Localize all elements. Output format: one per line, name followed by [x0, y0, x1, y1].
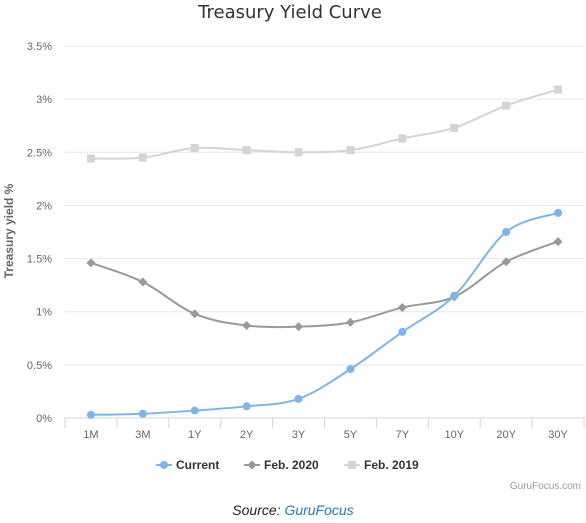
data-point — [86, 258, 96, 268]
y-tick-label: 2.5% — [27, 147, 52, 159]
x-tick-label: 3Y — [292, 429, 306, 441]
data-point — [138, 153, 147, 162]
data-point — [398, 327, 407, 336]
data-point — [450, 291, 459, 300]
legend-marker — [247, 460, 257, 470]
y-tick-label: 0.5% — [27, 360, 52, 372]
data-point — [138, 409, 147, 418]
legend-marker — [160, 461, 168, 469]
data-point — [346, 365, 355, 374]
legend-label: Feb. 2019 — [364, 458, 419, 472]
x-tick-label: 7Y — [396, 429, 410, 441]
data-point — [242, 321, 252, 331]
data-point — [86, 154, 95, 163]
legend-item: Feb. 2019 — [344, 458, 419, 472]
series-feb-2020 — [86, 237, 563, 332]
data-point — [242, 146, 251, 155]
data-point — [345, 317, 355, 327]
data-point — [553, 237, 563, 247]
source-caption: Source: GuruFocus — [0, 502, 586, 518]
series-line — [90, 211, 559, 416]
legend-marker — [348, 461, 356, 469]
data-point — [190, 309, 200, 319]
data-point — [502, 228, 511, 236]
y-tick-label: 1.5% — [27, 254, 52, 266]
data-point — [242, 402, 251, 411]
y-tick-label: 3% — [36, 94, 52, 106]
credits-label: GuruFocus.com — [510, 481, 581, 492]
source-prefix: Source: — [232, 502, 281, 518]
data-point — [554, 208, 563, 217]
series-feb-2019 — [86, 85, 563, 163]
series-lines — [86, 85, 563, 419]
data-point — [190, 406, 199, 415]
y-tick-label: 1% — [36, 307, 52, 319]
y-tick-label: 0% — [36, 413, 52, 425]
chart-title: Treasury Yield Curve — [197, 2, 382, 23]
data-point — [294, 322, 304, 332]
x-tick-label: 3M — [135, 429, 150, 441]
x-tick-label: 20Y — [496, 429, 516, 441]
legend-label: Feb. 2020 — [264, 458, 319, 472]
source-link[interactable]: GuruFocus — [284, 502, 354, 518]
x-tick-label: 1Y — [188, 429, 202, 441]
data-point — [501, 257, 511, 267]
y-tick-label: 2% — [36, 200, 52, 212]
y-tick-label: 3.5% — [27, 41, 52, 53]
data-point — [190, 144, 199, 153]
legend-item: Feb. 2020 — [244, 458, 319, 472]
legend: Current Feb. 2020 Feb. 2019 — [156, 458, 419, 472]
axes: 0% 0.5% 1% 1.5% 2% 2.5% 3% 3.5% 1M 3M 1Y 2Y 3Y 5Y 7Y 10… — [27, 41, 585, 441]
x-tick-label: 1M — [83, 429, 98, 441]
series-line — [90, 240, 559, 329]
data-point — [346, 146, 355, 155]
yield-curve-chart: Treasury Yield Curve 0% 0.5% 1% 1.5% 2% 2.5% 3… — [2, 2, 585, 492]
y-axis-label: Treasury yield % — [2, 183, 16, 278]
data-point — [450, 123, 459, 132]
data-point — [398, 134, 407, 143]
data-point — [86, 410, 95, 419]
data-point — [138, 277, 148, 287]
data-point — [294, 394, 303, 403]
x-tick-label: 2Y — [240, 429, 254, 441]
data-point — [554, 85, 563, 94]
data-point — [397, 302, 407, 312]
x-tick-label: 5Y — [344, 429, 358, 441]
x-tick-label: 10Y — [444, 429, 464, 441]
series-line — [90, 88, 559, 160]
data-point — [502, 101, 511, 110]
x-tick-label: 30Y — [548, 429, 568, 441]
legend-item: Current — [156, 458, 219, 472]
series-current — [86, 208, 563, 419]
data-point — [294, 148, 303, 157]
legend-label: Current — [176, 458, 219, 472]
